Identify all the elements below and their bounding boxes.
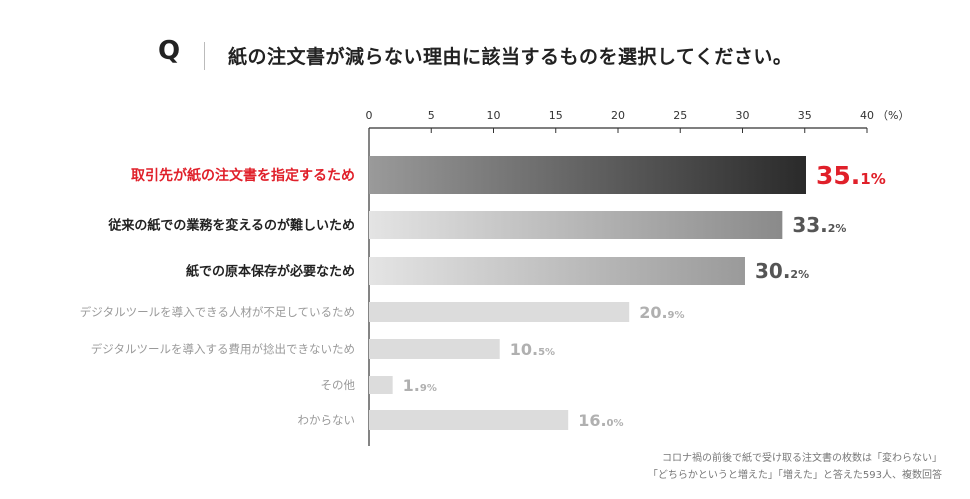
data-label: 20.9% xyxy=(639,303,684,322)
x-tick-label: 40 xyxy=(860,109,874,122)
x-unit-label: （%） xyxy=(877,109,909,122)
x-tick-label: 30 xyxy=(736,109,750,122)
category-label: 取引先が紙の注文書を指定するため xyxy=(131,167,355,184)
data-label: 1.9% xyxy=(403,376,437,395)
x-tick-label: 20 xyxy=(611,109,625,122)
data-label: 35.1% xyxy=(816,161,886,190)
category-label: デジタルツールを導入する費用が捻出できないため xyxy=(91,342,355,356)
category-label: その他 xyxy=(321,378,356,392)
x-tick-label: 25 xyxy=(673,109,687,122)
question-separator xyxy=(204,42,205,70)
data-label: 33.2% xyxy=(792,213,846,237)
footnote-line-1: コロナ禍の前後で紙で受け取る注文書の枚数は「変わらない」 xyxy=(662,453,942,464)
data-label: 30.2% xyxy=(755,259,809,283)
x-tick-label: 35 xyxy=(798,109,812,122)
bar xyxy=(369,302,630,322)
bar xyxy=(369,156,806,194)
category-label: デジタルツールを導入できる人材が不足しているため xyxy=(80,305,355,319)
bar xyxy=(369,376,393,394)
category-label: 紙での原本保存が必要なため xyxy=(186,264,355,280)
bar xyxy=(369,211,783,239)
data-label: 16.0% xyxy=(578,411,623,430)
x-tick-label: 5 xyxy=(428,109,435,122)
x-tick-label: 0 xyxy=(366,109,373,122)
question-header: Q 紙の注文書が減らない理由に該当するものを選択してください。 xyxy=(0,0,970,90)
category-label: 従来の紙での業務を変えるのが難しいため xyxy=(107,218,355,234)
bar xyxy=(369,257,745,285)
footnote: コロナ禍の前後で紙で受け取る注文書の枚数は「変わらない」 「どちらかというと増え… xyxy=(648,450,942,484)
data-label: 10.5% xyxy=(510,340,555,359)
bar xyxy=(369,339,500,359)
x-tick-label: 10 xyxy=(487,109,501,122)
question-marker: Q xyxy=(158,36,181,66)
category-label: わからない xyxy=(298,413,356,427)
bar xyxy=(369,410,569,430)
x-tick-label: 15 xyxy=(549,109,563,122)
question-text: 紙の注文書が減らない理由に該当するものを選択してください。 xyxy=(228,46,793,68)
footnote-line-2: 「どちらかというと増えた」「増えた」と答えた593人、複数回答 xyxy=(647,470,942,481)
